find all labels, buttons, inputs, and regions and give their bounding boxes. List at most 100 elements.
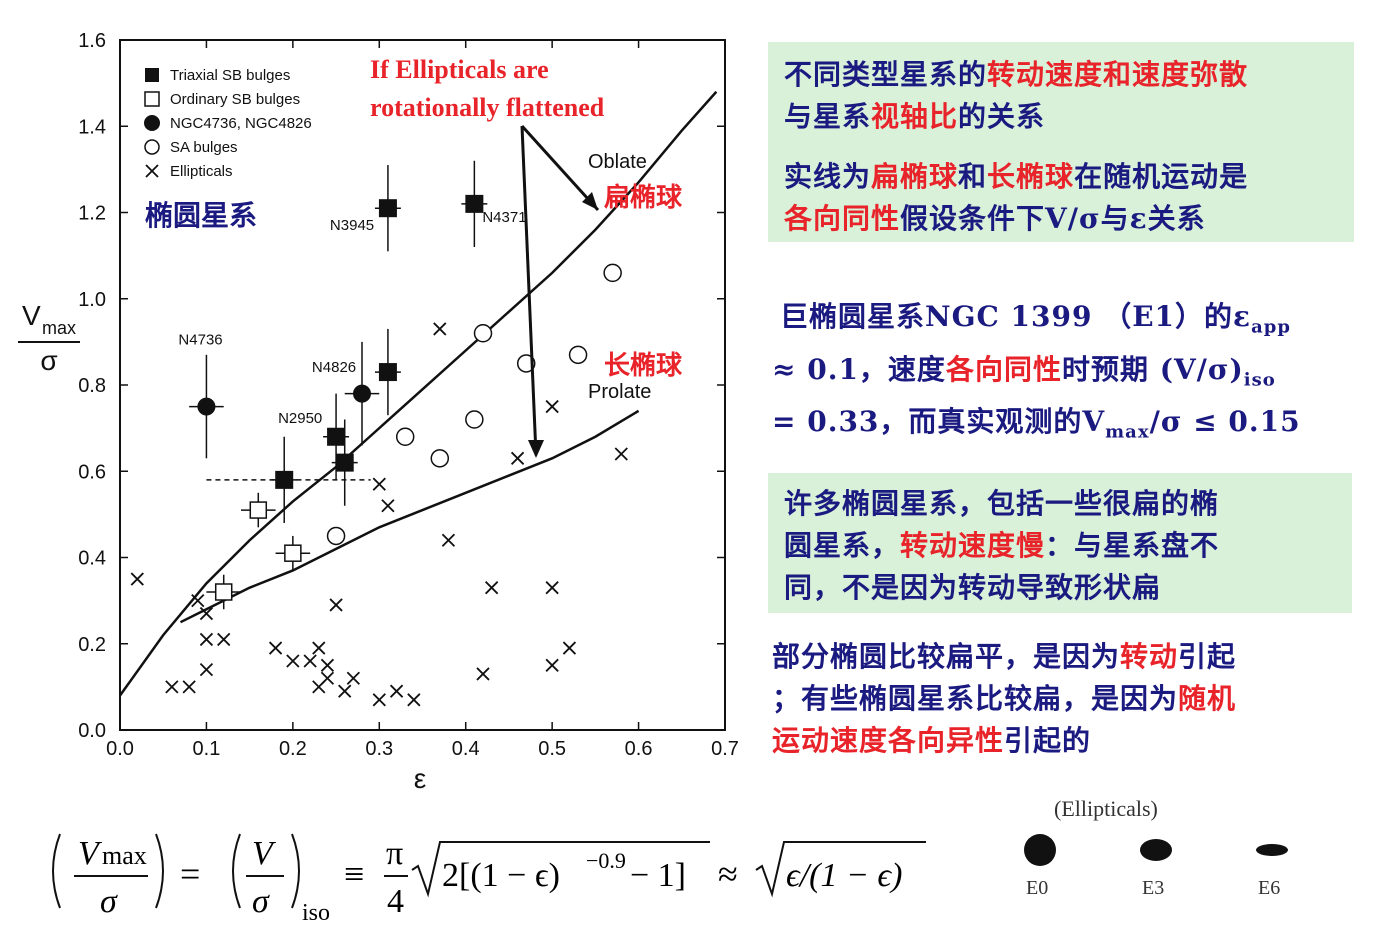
elliptical-point bbox=[441, 533, 456, 547]
elliptical-point bbox=[433, 322, 447, 336]
legend-label: NGC4736, NGC4826 bbox=[170, 115, 312, 132]
middle-subscript: app bbox=[1251, 316, 1291, 338]
formula-four: 4 bbox=[387, 883, 404, 920]
triaxial-sb-point bbox=[275, 470, 294, 489]
box1-text: 的关系 bbox=[958, 100, 1046, 133]
elliptical-point bbox=[191, 593, 205, 608]
e6-label: E6 bbox=[1258, 877, 1280, 899]
bottom-text: ；有些椭圆星系比较扁，是因为 bbox=[772, 682, 1179, 715]
elliptical-point bbox=[346, 671, 360, 685]
formula-radicand-2: ϵ/(1 − ϵ) bbox=[786, 857, 902, 894]
ordinary-sb-point bbox=[214, 583, 233, 601]
annotation-line2: rotationally flattened bbox=[370, 93, 605, 122]
middle-subscript: max bbox=[1105, 421, 1150, 443]
elliptical-point bbox=[199, 606, 214, 621]
elliptical-point bbox=[545, 658, 559, 672]
sa-bulge-point bbox=[395, 427, 415, 446]
y-tick-label: 1.4 bbox=[78, 116, 106, 138]
ngc-point bbox=[353, 384, 371, 403]
formula-vmax-v: V bbox=[78, 835, 103, 872]
box1-highlight: 转动速度和速度弥散 bbox=[987, 58, 1249, 91]
elliptical-point bbox=[217, 632, 231, 647]
formula-exponent: −0.9 bbox=[586, 848, 626, 873]
e3-label: E3 bbox=[1142, 877, 1164, 899]
middle-highlight: 各向同性 bbox=[945, 352, 1062, 386]
elliptical-point bbox=[485, 581, 499, 595]
point-label: N3945 bbox=[330, 217, 374, 234]
formula-pi: π bbox=[386, 835, 403, 872]
chart-legend: Triaxial SB bulges Ordinary SB bulges NGC4… bbox=[144, 67, 312, 180]
arrow-to-oblate bbox=[520, 124, 600, 212]
x-tick-label: 0.3 bbox=[365, 738, 393, 760]
x-tick-label: 0.1 bbox=[193, 738, 221, 760]
x-tick-label: 0.4 bbox=[452, 738, 480, 760]
x-axis-label: ε bbox=[414, 763, 426, 794]
annotation-line1: If Ellipticals are bbox=[370, 55, 549, 84]
curve-prolate bbox=[179, 409, 640, 624]
bottom-highlight: 随机 bbox=[1178, 682, 1237, 715]
legend-elliptical-marker bbox=[145, 164, 159, 178]
elliptical-point bbox=[407, 693, 421, 707]
vsigma-formula: V max σ = V σ iso ≡ π 4 2[(1 − ϵ) −0.9 −… bbox=[30, 812, 950, 930]
chart-axes: 0.0 0.1 0.2 0.3 0.4 0.5 0.6 0.7 0.0 0.2 0.4 0.6 0.8 1… bbox=[18, 30, 739, 794]
ngc-point bbox=[197, 397, 216, 416]
slow-rotation-box: 许多椭圆星系，包括一些很扁的椭 圆星系，转动速度慢：与星系盘不 同，不是因为转动… bbox=[768, 473, 1352, 613]
elliptical-types-svg: (Ellipticals) E0 E3 E6 bbox=[1024, 796, 1288, 899]
ordinary-sb-point bbox=[284, 544, 302, 562]
elliptical-point bbox=[389, 684, 404, 698]
elliptical-point bbox=[303, 654, 317, 668]
box1-highlight: 各向同性 bbox=[784, 202, 901, 235]
y-tick-label: 0.6 bbox=[78, 461, 106, 483]
box1-text: 和 bbox=[958, 160, 988, 193]
elliptical-point bbox=[199, 662, 214, 677]
y-tick-label: 1.6 bbox=[78, 30, 106, 52]
e0-label: E0 bbox=[1026, 877, 1048, 899]
ordinary-sb-point bbox=[249, 501, 268, 519]
y-axis-label-sub: max bbox=[42, 318, 76, 338]
point-label: N4371 bbox=[482, 209, 526, 226]
elliptical-point bbox=[268, 641, 283, 655]
elliptical-point bbox=[545, 399, 559, 414]
elliptical-point bbox=[130, 572, 144, 586]
legend-triaxial-marker bbox=[145, 68, 159, 82]
y-axis-label-v: V bbox=[22, 300, 41, 331]
box1-highlight: 视轴比 bbox=[871, 100, 959, 133]
box2-highlight: 转动速度慢 bbox=[900, 529, 1046, 562]
x-tick-label: 0.2 bbox=[279, 738, 307, 760]
elliptical-galaxy-label: 椭圆星系 bbox=[145, 199, 257, 232]
elliptical-point bbox=[510, 451, 525, 465]
triaxial-sb-point bbox=[465, 194, 484, 213]
elliptical-point bbox=[545, 581, 559, 595]
formula-svg: V max σ = V σ iso ≡ π 4 2[(1 − ϵ) −0.9 −… bbox=[52, 833, 926, 926]
arrow-head-oblate bbox=[582, 192, 598, 210]
prolate-label: Prolate bbox=[588, 381, 651, 403]
bottom-text: 引起的 bbox=[1004, 724, 1092, 757]
formula-v: V bbox=[252, 835, 277, 872]
box1-text: 在随机运动是 bbox=[1074, 160, 1249, 193]
x-tick-label: 0.7 bbox=[711, 738, 739, 760]
arrow-to-prolate bbox=[520, 125, 538, 456]
e3-shape bbox=[1140, 839, 1172, 861]
middle-text: 时预期 (V/σ) bbox=[1061, 352, 1244, 386]
formula-radicand-1: 2[(1 − ϵ) bbox=[442, 857, 560, 894]
box1-highlight: 扁椭球 bbox=[871, 160, 959, 193]
y-tick-label: 1.0 bbox=[78, 289, 106, 311]
flattening-cause-note: 部分椭圆比较扁平，是因为转动引起 ；有些椭圆星系比较扁，是因为随机 运动速度各向… bbox=[772, 636, 1372, 762]
paren-right bbox=[155, 833, 164, 909]
bottom-highlight: 转动 bbox=[1120, 640, 1179, 673]
paren-left bbox=[52, 833, 61, 909]
y-tick-label: 0.2 bbox=[78, 634, 106, 656]
box1-text: 实线为 bbox=[784, 160, 872, 193]
box2-text: 同，不是因为转动导致形状扁 bbox=[784, 571, 1162, 604]
elliptical-point bbox=[372, 693, 386, 707]
sqrt-sign-2 bbox=[755, 841, 926, 898]
formula-approx: ≈ bbox=[718, 854, 738, 894]
elliptical-point bbox=[312, 641, 326, 655]
y-tick-label: 0.4 bbox=[78, 548, 106, 570]
bottom-highlight: 运动速度各向异性 bbox=[772, 724, 1005, 757]
elliptical-point bbox=[338, 684, 352, 698]
sa-bulge-point bbox=[465, 410, 484, 429]
arrow-head-prolate bbox=[528, 440, 544, 458]
formula-equiv: ≡ bbox=[344, 854, 364, 894]
point-label: N4736 bbox=[178, 332, 222, 349]
